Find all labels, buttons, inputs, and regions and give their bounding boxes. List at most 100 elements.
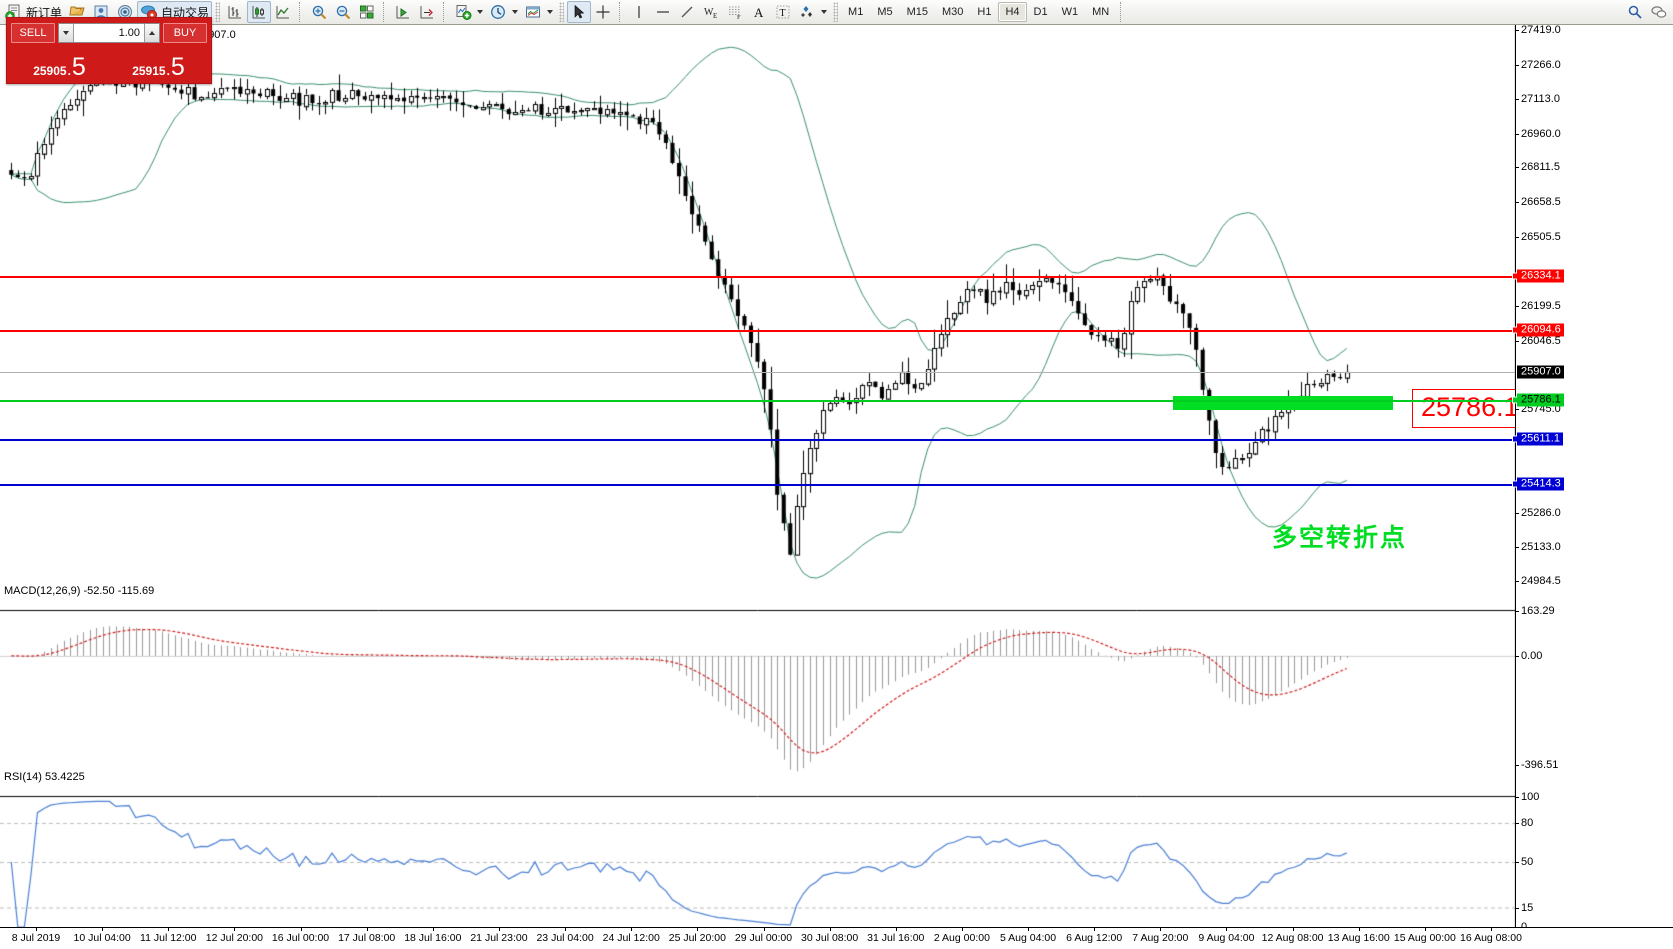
sell-button[interactable]: SELL [11,22,55,43]
price-tick-mark [1515,340,1519,342]
vline-button[interactable] [627,1,651,23]
templates-button[interactable] [521,1,556,23]
periods-caret-icon[interactable] [512,10,519,14]
price-level-line[interactable] [0,372,1515,374]
fibonacci-button[interactable]: F [723,1,747,23]
one-click-trading-panel[interactable]: SELL 1.00 BUY 25905 . 5 25915 . 5 [6,17,212,84]
timeframe-d1[interactable]: D1 [1033,6,1048,18]
time-axis-tick [234,928,236,931]
price-callout-box[interactable]: 25786.1 [1412,389,1528,428]
time-axis-tick [763,928,765,931]
time-axis-label: 11 Jul 12:00 [140,932,197,944]
bar-chart-button[interactable] [223,1,247,23]
crosshair-button[interactable] [591,1,615,23]
timeframe-m15[interactable]: M15 [906,6,928,18]
svg-text:E: E [713,12,717,20]
price-level-line[interactable] [0,483,1515,486]
textlabel-icon: T [776,5,790,19]
zoom-in-button[interactable] [307,1,331,23]
price-level-line[interactable] [0,399,1515,402]
network-button[interactable] [113,1,137,23]
timeframe-m1[interactable]: M1 [848,6,864,18]
rsi-tick-label: 50 [1521,856,1534,868]
trendline-button[interactable] [675,1,699,23]
timeframe-h4[interactable]: H4 [998,2,1027,22]
time-axis-label: 18 Jul 16:00 [404,932,462,944]
hline-button[interactable] [651,1,675,23]
indicators-caret-icon[interactable] [477,10,484,14]
chart-canvas[interactable] [0,25,1673,949]
price-level-badge[interactable]: 26094.6 [1517,323,1564,337]
line-chart-button[interactable] [271,1,295,23]
price-tick-mark [1515,512,1519,514]
profile-button[interactable] [89,1,113,23]
price-level-badge[interactable]: 25907.0 [1517,365,1564,379]
volume-stepper[interactable]: 1.00 [58,22,160,43]
price-level-badge[interactable]: 25414.3 [1517,477,1564,491]
time-axis-tick [1160,928,1162,931]
volume-increase-button[interactable] [144,23,159,42]
timeframe-mn[interactable]: MN [1092,6,1110,18]
timeframe-h1[interactable]: H1 [977,6,992,18]
sell-price-display[interactable]: 25905 . 5 [11,44,108,81]
toolbar-grip-2 [559,2,565,22]
time-axis-label: 13 Aug 16:00 [1327,932,1390,944]
price-level-line[interactable] [0,439,1515,442]
chart-area[interactable]: ▲ DJ30-,H4 25880.0 25908.0 25866.0 25907… [0,24,1673,949]
buy-price-display[interactable]: 25915 . 5 [110,44,207,80]
timeframe-w1[interactable]: W1 [1061,6,1079,18]
line-chart-icon [276,6,290,19]
network-icon [118,5,133,19]
volume-value[interactable]: 1.00 [118,26,140,39]
objects-button[interactable] [795,1,830,23]
toolbar-separator-4 [619,2,623,22]
objects-caret-icon[interactable] [821,10,828,14]
indicators-button[interactable] [451,1,486,23]
price-tick-label: 26960.0 [1521,127,1561,140]
elliott-wave-button[interactable]: W E [699,1,723,23]
shift-end-icon [396,6,410,19]
indicators-icon [456,5,472,20]
search-button[interactable] [1623,1,1647,23]
shift-end-button[interactable] [391,1,415,23]
timeframe-m5[interactable]: M5 [877,6,893,18]
macd-tick-label: -396.51 [1521,759,1559,771]
price-tick-mark [1515,306,1519,307]
price-level-line[interactable] [0,275,1515,278]
time-axis[interactable]: 8 Jul 2019 10 Jul 04:00 11 Jul 12:00 12 Jul… [0,927,1673,949]
tile-windows-button[interactable] [355,1,379,23]
price-level-badge[interactable]: 25786.1 [1517,393,1564,407]
timeframe-m30[interactable]: M30 [942,6,964,18]
cursor-button[interactable] [567,1,592,23]
sell-price-decimal: 5 [71,53,86,81]
time-axis-label: 12 Aug 08:00 [1261,932,1324,944]
time-axis-label: 31 Jul 16:00 [867,932,925,944]
volume-decrease-button[interactable] [59,23,74,42]
chinese-annotation[interactable]: 多空转折点 [1272,523,1408,552]
toolbar-grip-3 [833,2,839,22]
folder-button[interactable] [65,1,89,23]
templates-caret-icon[interactable] [547,10,554,14]
time-axis-tick [102,928,104,931]
price-level-badge[interactable]: 25611.1 [1517,432,1563,446]
zoom-out-button[interactable] [331,1,355,23]
price-tick-mark [1515,64,1519,66]
chart-shift-button[interactable] [415,1,439,23]
price-level-badge[interactable]: 26334.1 [1517,269,1564,283]
cursor-icon [574,4,585,19]
chat-button[interactable] [1647,1,1671,23]
price-level-line[interactable] [0,329,1515,332]
fibo-icon: F [729,6,741,21]
price-tick-label: 26505.5 [1521,230,1561,243]
time-axis-label: 25 Jul 20:00 [668,932,726,944]
time-axis-label: 21 Jul 23:00 [470,932,528,944]
time-axis-tick [36,928,37,931]
green-zone-rectangle[interactable] [1173,396,1393,410]
text-label-button[interactable]: T [771,1,795,23]
time-axis-label: 29 Jul 00:00 [734,932,793,944]
candlestick-button[interactable] [247,1,272,23]
periods-button[interactable] [486,1,521,23]
buy-button[interactable]: BUY [163,22,207,43]
text-button[interactable]: A [747,1,771,23]
time-axis-label: 15 Aug 00:00 [1393,932,1456,944]
